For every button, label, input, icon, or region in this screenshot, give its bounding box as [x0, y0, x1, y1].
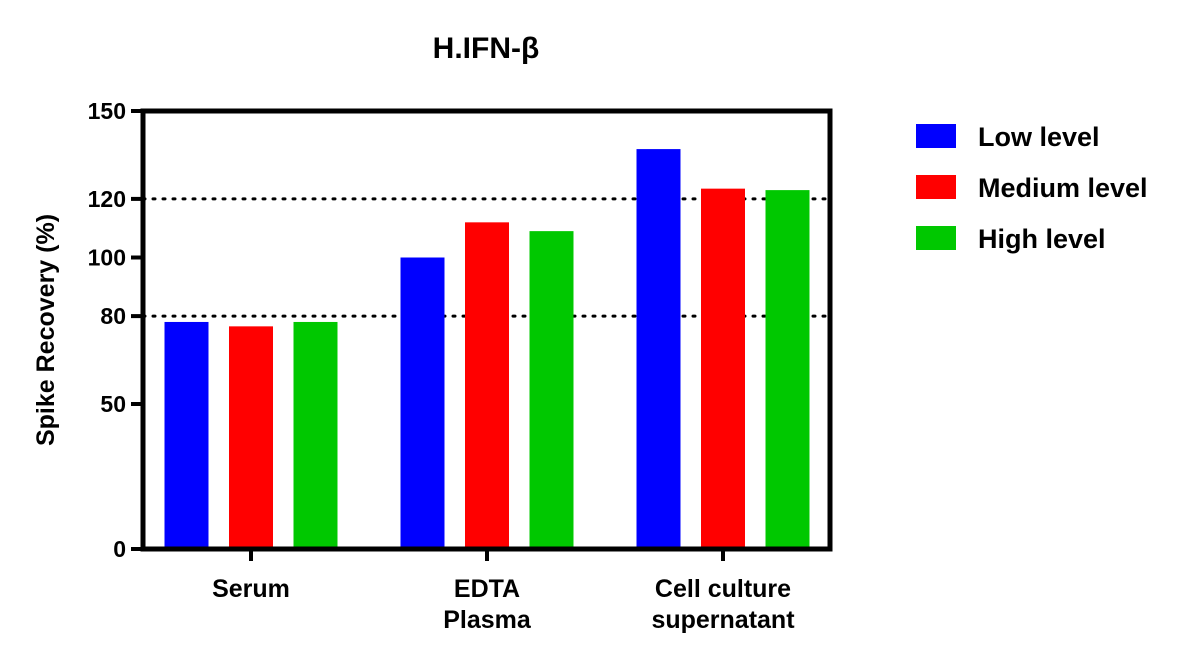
- legend: Low level Medium level High level: [916, 122, 1148, 254]
- bar-medium-level-2: [465, 222, 509, 549]
- legend-item-high-level: High level: [916, 224, 1106, 254]
- bar-medium-level-3: [701, 188, 745, 549]
- axes: [140, 108, 833, 552]
- bars: [164, 149, 810, 550]
- legend-swatch: [916, 124, 956, 148]
- bar-low-level-1: [164, 321, 209, 549]
- bar-medium-level-1: [229, 326, 273, 549]
- legend-item-low-level: Low level: [916, 122, 1100, 152]
- x-ticks: Serum EDTA Plasma Cell culture supernatant: [212, 549, 795, 634]
- y-axis-title: Spike Recovery (%): [32, 214, 60, 446]
- bar-low-level-3: [636, 149, 681, 549]
- y-tick-label-100: 100: [88, 245, 126, 271]
- bar-high-level-1: [293, 321, 338, 549]
- legend-item-medium-level: Medium level: [916, 173, 1148, 203]
- y-tick-label-150: 150: [88, 98, 126, 124]
- bar-low-level-2: [400, 257, 445, 549]
- legend-swatch: [916, 175, 956, 199]
- bar-high-level-3: [765, 190, 810, 550]
- bar-high-level-2: [529, 231, 574, 549]
- legend-swatch: [916, 226, 956, 250]
- legend-label: Low level: [978, 122, 1100, 152]
- x-tick-label-1: Serum: [212, 575, 290, 603]
- x-tick-label-3: Cell culture supernatant: [651, 575, 795, 634]
- y-tick-label-50: 50: [100, 391, 126, 417]
- y-tick-label-120: 120: [88, 186, 126, 212]
- legend-label: High level: [978, 224, 1106, 254]
- x-tick-label-2: EDTA Plasma: [443, 575, 532, 634]
- chart-title: H.IFN-β: [433, 32, 540, 65]
- y-tick-label-0: 0: [113, 536, 126, 562]
- legend-label: Medium level: [978, 173, 1148, 203]
- y-tick-label-80: 80: [100, 303, 126, 329]
- y-ticks: 0 50 80 100 120 150: [88, 98, 143, 562]
